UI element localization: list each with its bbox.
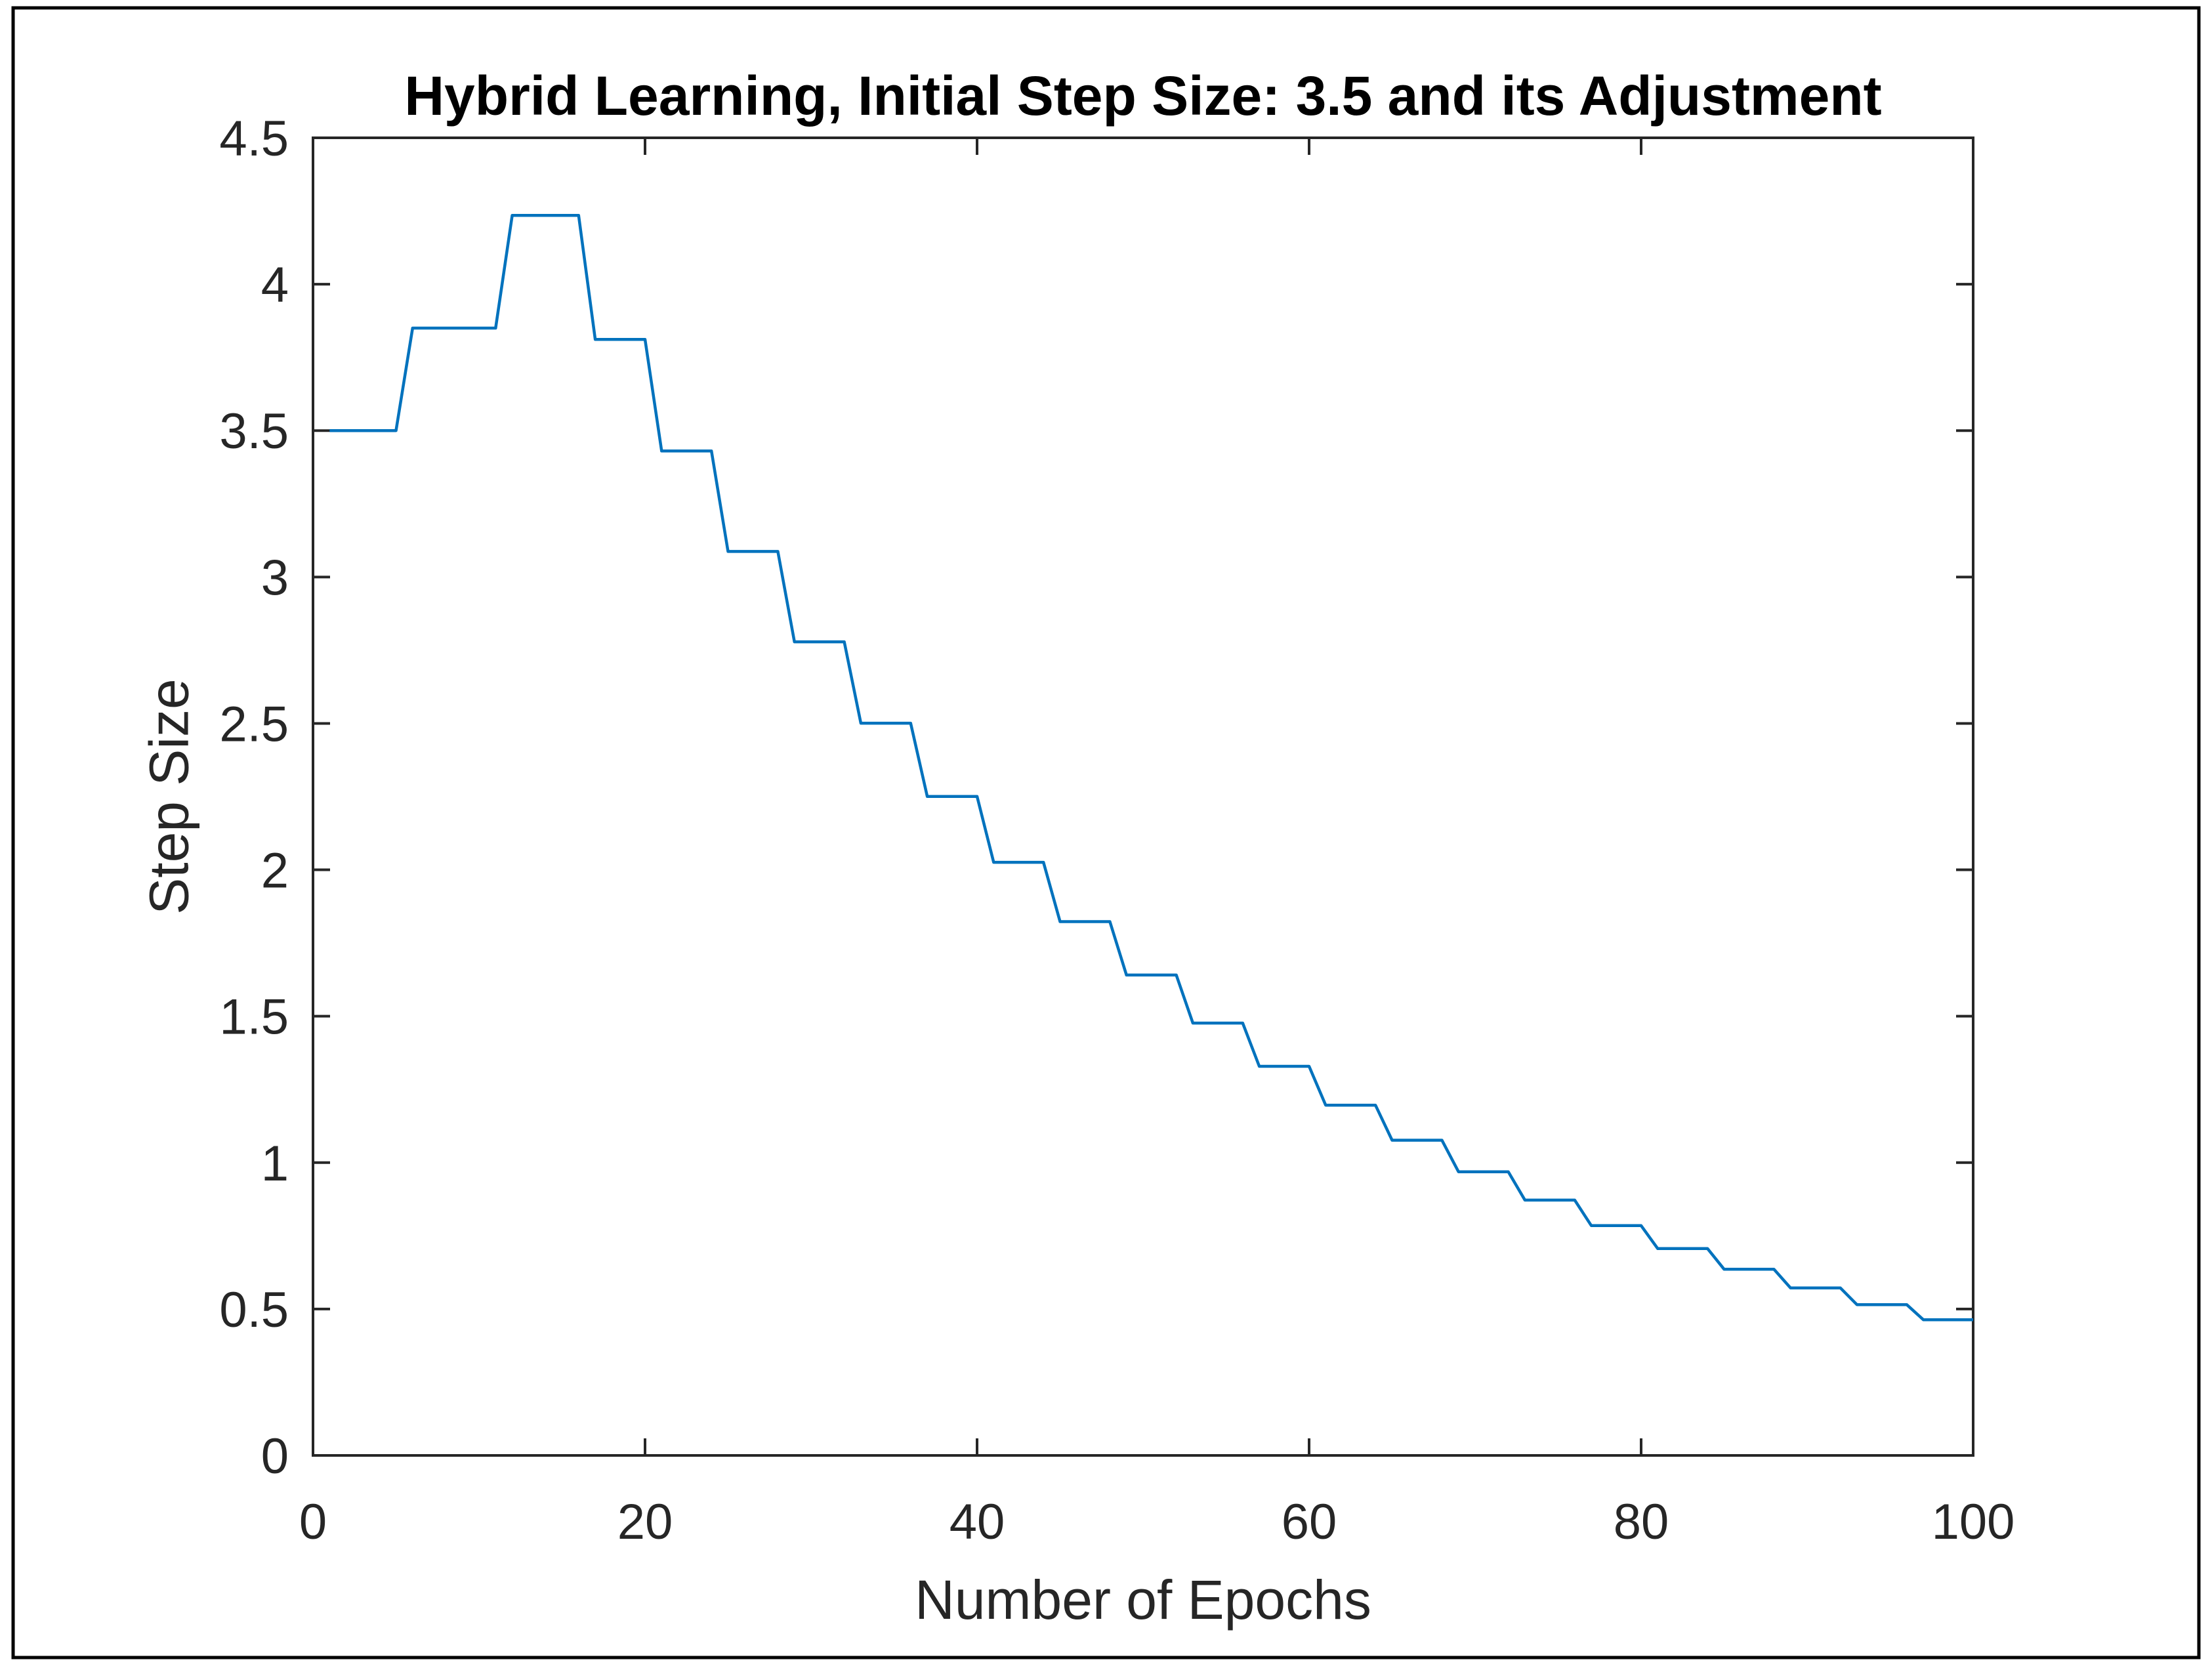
y-tick-label: 2.5: [219, 696, 289, 752]
x-tick-label: 40: [949, 1494, 1005, 1550]
step-size-line: [329, 213, 1973, 1322]
axes-box: [312, 136, 1974, 1457]
y-tick-label: 2: [261, 843, 289, 899]
y-tick-label: 4.5: [219, 111, 289, 167]
x-tick-label: 60: [1282, 1494, 1337, 1550]
x-tick-label: 80: [1614, 1494, 1669, 1550]
y-tick-label: 3.5: [219, 404, 289, 459]
x-tick-label: 20: [617, 1494, 673, 1550]
y-axis-label: Step Size: [138, 678, 200, 915]
y-tick-label: 4: [261, 257, 289, 313]
y-tick-label: 1: [261, 1136, 289, 1192]
y-tick-label: 0: [261, 1429, 289, 1484]
y-tick-label: 3: [261, 550, 289, 606]
y-tick-label: 0.5: [219, 1282, 289, 1338]
x-tick-label: 0: [299, 1494, 327, 1550]
x-tick-label: 100: [1932, 1494, 2015, 1550]
x-axis-label: Number of Epochs: [915, 1569, 1371, 1631]
chart-title: Hybrid Learning, Initial Step Size: 3.5 …: [404, 65, 1882, 127]
figure-border: [11, 6, 2201, 1660]
y-tick-label: 1.5: [219, 990, 289, 1045]
